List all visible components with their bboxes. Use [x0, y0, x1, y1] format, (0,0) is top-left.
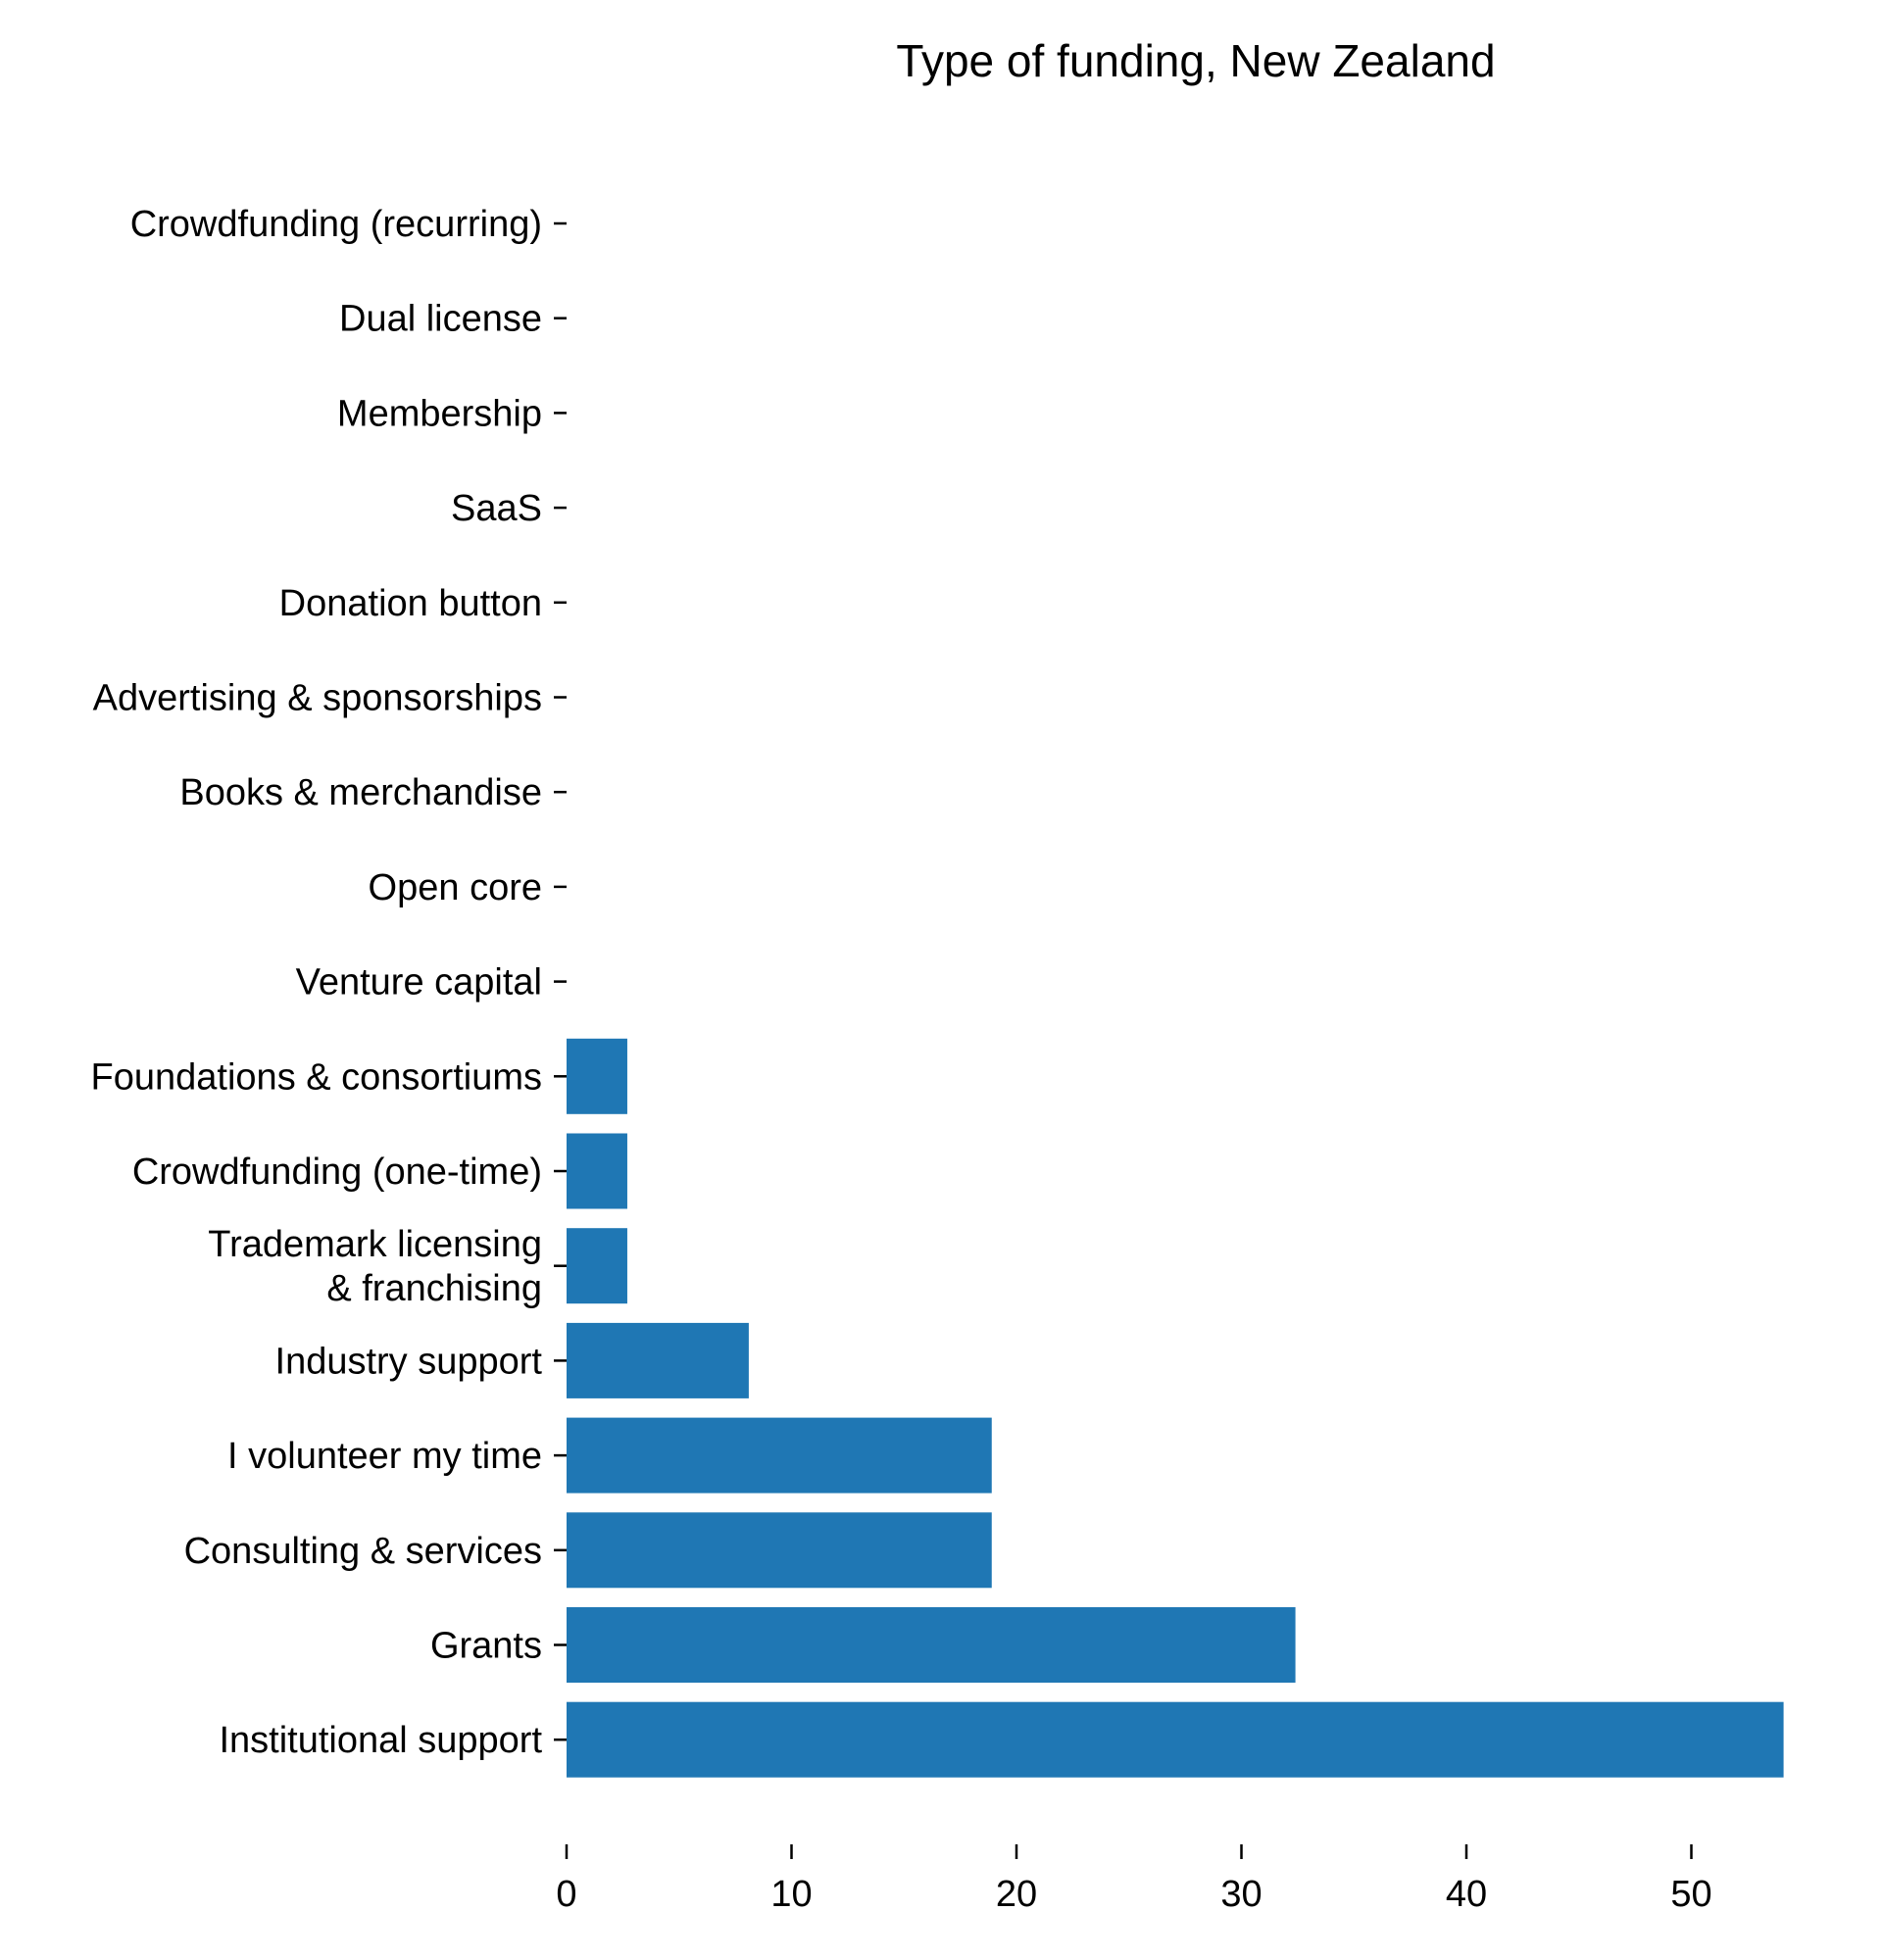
bar-trademark-licensing-and-franchising	[567, 1228, 627, 1304]
bar-i-volunteer-my-time	[567, 1417, 992, 1494]
y-tick-label-books-and-merchandise: Books & merchandise	[179, 772, 542, 813]
y-tick-label-trademark-licensing-and-franchising: Trademark licensing & franchising	[208, 1224, 542, 1309]
x-tick-label-20: 20	[996, 1874, 1037, 1915]
y-tick-label-i-volunteer-my-time: I volunteer my time	[227, 1436, 542, 1477]
x-axis: 0 10 20 30 40 50	[556, 1844, 1712, 1915]
y-axis: Crowdfunding (recurring) Dual license Memb…	[91, 204, 567, 1761]
y-tick-label-industry-support: Industry support	[275, 1341, 543, 1382]
x-tick-label-30: 30	[1220, 1874, 1262, 1915]
y-tick-label-advertising-and-sponsorships: Advertising & sponsorships	[93, 678, 542, 719]
x-tick-label-0: 0	[556, 1874, 576, 1915]
bar-consulting-and-services	[567, 1512, 992, 1589]
y-tick-label-crowdfunding-recurring: Crowdfunding (recurring)	[130, 204, 542, 245]
bar-foundations-and-consortiums	[567, 1038, 627, 1114]
y-tick-label-consulting-and-services: Consulting & services	[184, 1531, 542, 1572]
y-tick-label-venture-capital: Venture capital	[296, 962, 542, 1004]
bar-industry-support	[567, 1322, 749, 1398]
y-tick-label-crowdfunding-one-time: Crowdfunding (one-time)	[132, 1152, 542, 1193]
bar-crowdfunding-one-time	[567, 1133, 627, 1209]
chart-title: Type of funding, New Zealand	[896, 35, 1495, 86]
y-tick-label-institutional-support: Institutional support	[219, 1720, 542, 1761]
bars-layer	[567, 1038, 1784, 1778]
y-tick-label-donation-button: Donation button	[279, 583, 542, 624]
x-tick-label-50: 50	[1670, 1874, 1711, 1915]
y-tick-label-dual-license: Dual license	[339, 299, 542, 340]
bar-grants	[567, 1607, 1296, 1683]
y-tick-label-membership: Membership	[337, 393, 542, 434]
y-tick-label-open-core: Open core	[369, 867, 542, 908]
x-tick-label-10: 10	[770, 1874, 812, 1915]
y-tick-label-saas: SaaS	[451, 488, 542, 529]
y-tick-label-grants: Grants	[430, 1626, 542, 1667]
bar-institutional-support	[567, 1701, 1784, 1778]
x-tick-label-40: 40	[1446, 1874, 1487, 1915]
y-tick-label-foundations-and-consortiums: Foundations & consortiums	[91, 1056, 542, 1098]
